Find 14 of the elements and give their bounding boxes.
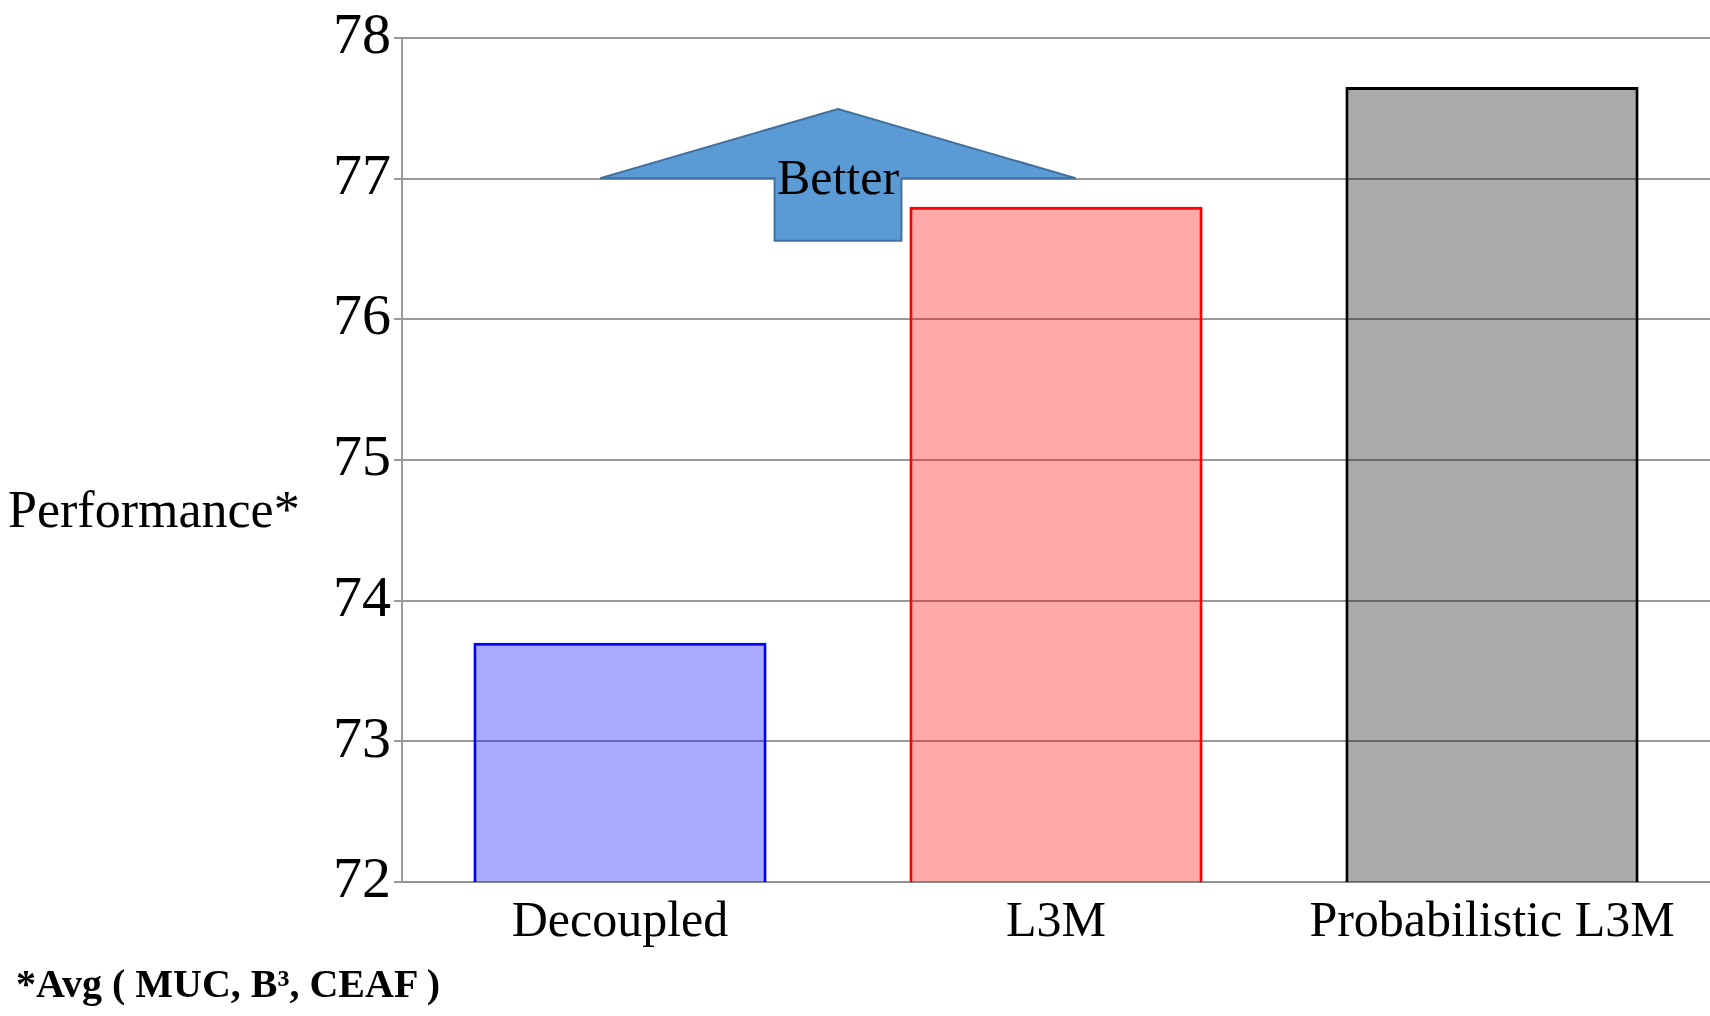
y-tick-label: 78 <box>333 1 391 67</box>
x-tick-label: Decoupled <box>511 891 729 948</box>
y-tick-label: 74 <box>333 563 391 629</box>
y-tick-label: 75 <box>333 423 391 489</box>
y-tick-label: 76 <box>333 282 391 348</box>
y-tick-label: 72 <box>333 845 391 911</box>
x-tick-label: Probabilistic L3M <box>1309 891 1675 948</box>
annotation: Better <box>775 148 901 207</box>
y-tick-label: 77 <box>333 141 391 207</box>
x-tick-label: L3M <box>1006 891 1106 948</box>
text: *Avg ( MUC, B³, CEAF ) <box>16 960 441 1007</box>
y-tick-label: 73 <box>333 704 391 770</box>
arrow-icon: Better <box>600 108 1076 242</box>
y-axis-title: Performance* <box>8 480 300 539</box>
